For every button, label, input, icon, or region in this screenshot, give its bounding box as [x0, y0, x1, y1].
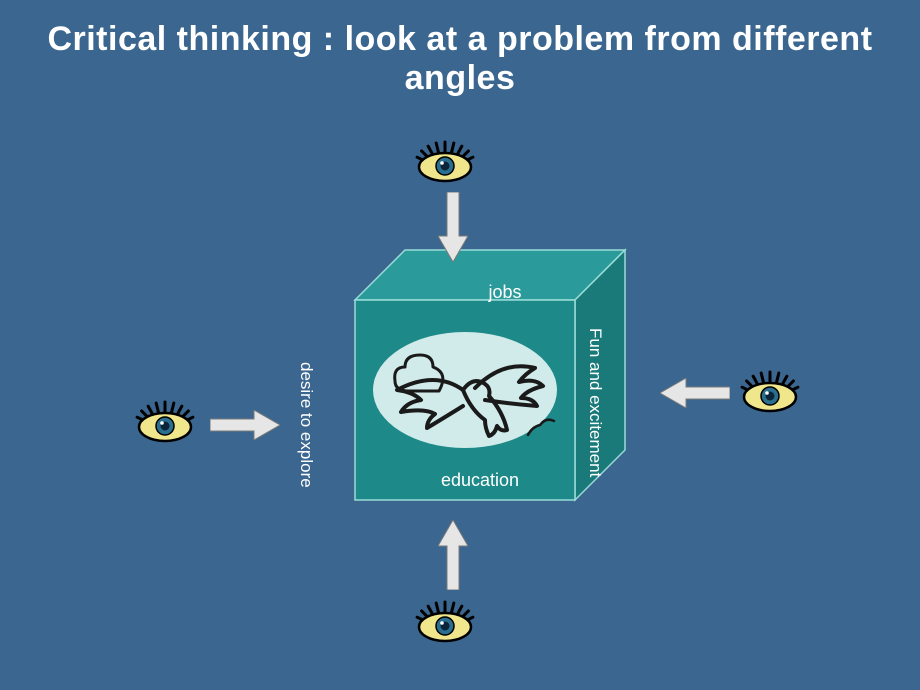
eye-icon-left — [130, 400, 200, 446]
eye-icon-bottom — [410, 600, 480, 646]
arrow-up-icon — [438, 520, 468, 590]
cube-label-front-bottom: education — [400, 470, 560, 491]
arrow-left-icon — [660, 378, 730, 408]
cube-label-top: jobs — [445, 282, 565, 303]
arrow-down-icon — [438, 192, 468, 262]
slide-title: Critical thinking : look at a problem fr… — [0, 20, 920, 98]
cube-label-side: Fun and excitement — [585, 318, 605, 488]
eye-icon-top — [410, 140, 480, 186]
cube-label-left: desire to explore — [296, 340, 316, 510]
slide-stage: Critical thinking : look at a problem fr… — [0, 0, 920, 690]
arrow-right-icon — [210, 410, 280, 440]
eye-icon-right — [735, 370, 805, 416]
